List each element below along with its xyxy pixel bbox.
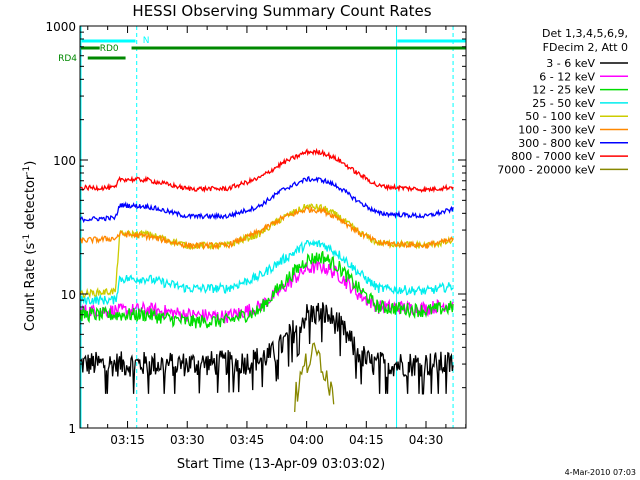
x-tick-label-1: 03:30 [170,433,205,447]
legend-label-8: 7000 - 20000 keV [497,163,595,176]
y-axis-label: Count Rate (s-1 detector-1) [22,161,38,332]
x-tick-label-3: 04:00 [289,433,324,447]
series-3 [79,239,454,306]
legend-label-7: 800 - 7000 keV [511,150,595,163]
y-axis-label-main: Count Rate (s [23,243,38,332]
y-axis-label-exp2: -1 [22,166,32,175]
legend-label-4: 50 - 100 keV [525,110,595,123]
y-tick-label-0: 1 [68,422,76,436]
series-line-3 [79,239,454,306]
x-tick-label-5: 04:30 [409,433,444,447]
y-axis-label-mid: detector [23,174,38,234]
series-5 [79,205,454,251]
x-tick-label-4: 04:15 [349,433,384,447]
series-7 [80,147,454,194]
series-line-8 [294,342,335,413]
annotation-n-label: N [143,36,150,46]
plot-area: N RD0 RD4 [58,26,466,428]
legend-label-6: 300 - 800 keV [518,137,595,150]
chart-title: HESSI Observing Summary Count Rates [132,2,431,20]
axes: 03:15 03:30 03:45 04:00 04:15 04:30 1 10 100 1000 [45,20,467,447]
series-line-2 [79,250,454,329]
x-axis-label: Start Time (13-Apr-09 03:03:02) [177,457,385,472]
y-tick-label-1: 10 [61,288,76,302]
series-6 [79,175,454,224]
legend: Det 1,3,4,5,6,9, FDecim 2, Att 0 3 - 6 k… [497,27,628,176]
legend-label-1: 6 - 12 keV [539,70,595,83]
series-line-7 [80,147,454,194]
x-tick-label-0: 03:15 [110,433,145,447]
series-line-5 [79,205,454,251]
legend-header-line-2: FDecim 2, Att 0 [543,41,628,54]
series-line-0 [79,302,454,395]
plot-frame [79,25,467,429]
legend-label-2: 12 - 25 keV [532,84,595,97]
legend-label-3: 25 - 50 keV [532,97,595,110]
x-tick-label-2: 03:45 [230,433,265,447]
y-tick-label-2: 100 [53,154,76,168]
y-axis-label-exp1: -1 [22,234,32,243]
legend-header-line-1: Det 1,3,4,5,6,9, [542,27,628,40]
series-0 [79,302,454,395]
y-axis-label-end: ) [23,161,38,166]
series-8 [294,342,335,413]
y-tick-label-3: 1000 [45,20,76,34]
series-line-6 [79,175,454,224]
legend-label-0: 3 - 6 keV [546,57,595,70]
annotation-rd4-label: RD4 [58,54,77,64]
annotation-rd0-label: RD0 [100,44,119,54]
footer-date: 4-Mar-2010 07:03 [565,468,636,477]
legend-label-5: 100 - 300 keV [518,124,595,137]
series-2 [79,250,454,329]
